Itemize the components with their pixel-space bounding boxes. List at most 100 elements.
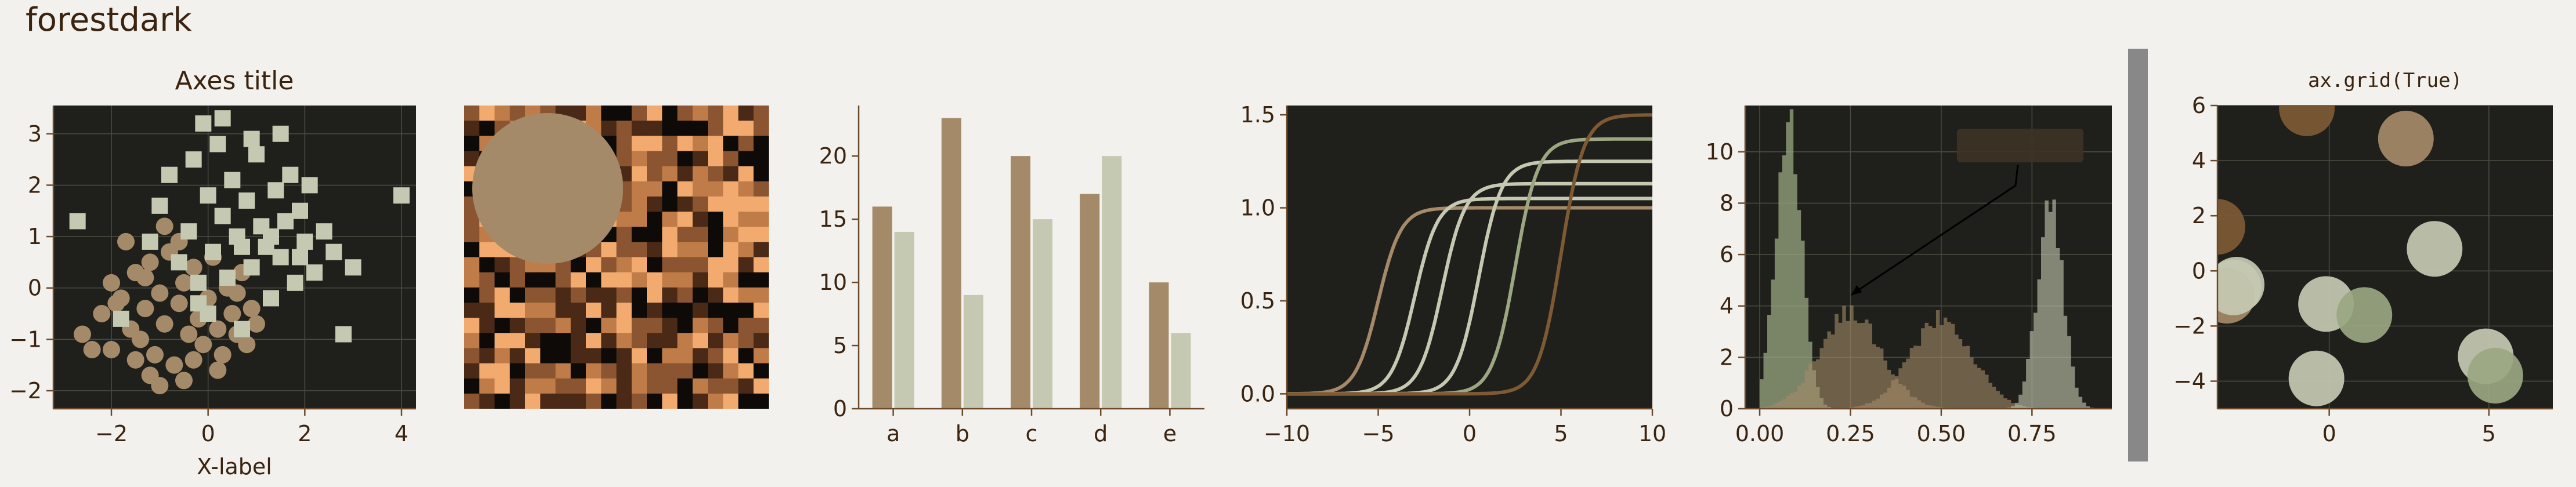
heatmap-cell <box>708 166 723 182</box>
heatmap-cell <box>601 393 617 409</box>
heatmap-cell <box>647 106 663 121</box>
heatmap-cell <box>692 363 708 379</box>
heatmap-cell <box>494 106 511 121</box>
heatmap-cell <box>738 242 754 258</box>
panel-scatter-1: Axes title −2 0 2 4 −2 −1 0 1 2 3 X-label <box>9 66 416 479</box>
x-tick-label: −10 <box>1264 421 1310 446</box>
y-tick-label: 8 <box>1720 190 1734 216</box>
heatmap-cell <box>677 181 693 197</box>
heatmap-cell <box>464 227 480 242</box>
heatmap-cell <box>586 348 602 364</box>
y-tick-label: 6 <box>2192 93 2206 118</box>
heatmap-cell <box>662 318 678 333</box>
heatmap-cell <box>631 393 647 409</box>
bar <box>1011 156 1030 409</box>
heatmap-cell <box>738 136 754 152</box>
axes-title: Axes title <box>175 66 294 96</box>
annotation-box <box>1957 129 2083 162</box>
scatter-point <box>69 213 86 230</box>
heatmap-overlay-circle <box>472 113 623 264</box>
heatmap-cell <box>723 212 739 227</box>
heatmap-cell <box>692 166 708 182</box>
bar <box>963 295 983 409</box>
heatmap-cell <box>738 333 754 348</box>
heatmap-cell <box>525 393 541 409</box>
scatter-point <box>184 351 202 369</box>
heatmap-cell <box>464 242 480 258</box>
scatter-point <box>316 223 332 240</box>
heatmap-cell <box>525 287 541 303</box>
scatter-point <box>190 274 207 291</box>
heatmap-cell <box>708 106 723 121</box>
heatmap-cell <box>631 136 647 152</box>
scatter-point <box>136 300 154 318</box>
heatmap-cell <box>677 212 693 227</box>
heatmap-cell <box>738 151 754 167</box>
heatmap-cell <box>708 257 723 273</box>
heatmap-cell <box>647 333 663 348</box>
heatmap-cell <box>692 318 708 333</box>
heatmap-cell <box>647 272 663 288</box>
heatmap-cell <box>738 181 754 197</box>
heatmap-cell <box>631 181 647 197</box>
x-tick-label: 0 <box>2322 421 2336 446</box>
bar <box>1080 194 1100 409</box>
x-tick-label: a <box>887 421 900 446</box>
heatmap-cell <box>555 287 571 303</box>
x-tick-label: b <box>956 421 969 446</box>
heatmap-cell <box>692 242 708 258</box>
heatmap-cell <box>464 121 480 136</box>
heatmap-cell <box>464 106 480 121</box>
heatmap-cell <box>708 287 723 303</box>
x-tick-label: 0.00 <box>1735 421 1785 446</box>
heatmap-cell <box>525 333 541 348</box>
heatmap-cell <box>601 302 617 318</box>
y-tick-label: 5 <box>833 333 847 358</box>
heatmap-cell <box>631 257 647 273</box>
y-tick-label: 15 <box>819 206 847 232</box>
heatmap-cell <box>631 106 647 121</box>
scatter-point <box>195 115 212 132</box>
scatter-point <box>93 305 111 323</box>
scatter-point <box>243 130 260 147</box>
heatmap-cell <box>570 272 587 288</box>
heatmap-cell <box>464 378 480 394</box>
heatmap-cell <box>616 318 632 333</box>
heatmap-cell <box>708 272 723 288</box>
heatmap-cell <box>677 196 693 212</box>
heatmap-cell <box>647 227 663 242</box>
heatmap-cell <box>509 363 526 379</box>
heatmap-cell <box>631 378 647 394</box>
heatmap-cell <box>540 302 556 318</box>
heatmap-cell <box>647 121 663 136</box>
heatmap-cell <box>631 227 647 242</box>
heatmap-cell <box>509 318 526 333</box>
heatmap-cell <box>662 302 678 318</box>
heatmap-cell <box>601 242 617 258</box>
heatmap-cell <box>723 272 739 288</box>
heatmap-cell <box>555 318 571 333</box>
y-tick-label: 0 <box>28 275 42 301</box>
heatmap-cell <box>738 318 754 333</box>
scatter-point <box>126 351 144 369</box>
heatmap-cell <box>586 333 602 348</box>
scatter-point <box>238 192 255 209</box>
histogram-area <box>1760 109 2097 409</box>
heatmap-cell <box>738 378 754 394</box>
heatmap-cell <box>753 333 769 348</box>
heatmap-cell <box>723 196 739 212</box>
heatmap-cell <box>662 393 678 409</box>
heatmap-cell <box>616 287 632 303</box>
heatmap-cell <box>555 393 571 409</box>
scatter-point <box>184 259 202 277</box>
scatter-point <box>194 336 212 354</box>
heatmap-cell <box>631 212 647 227</box>
heatmap-cell <box>647 242 663 258</box>
heatmap-cell <box>677 393 693 409</box>
heatmap-cell <box>525 348 541 364</box>
scatter-point <box>107 295 125 312</box>
heatmap-cell <box>692 333 708 348</box>
heatmap-cell <box>555 348 571 364</box>
heatmap-cell <box>464 302 480 318</box>
heatmap-cell <box>616 393 632 409</box>
